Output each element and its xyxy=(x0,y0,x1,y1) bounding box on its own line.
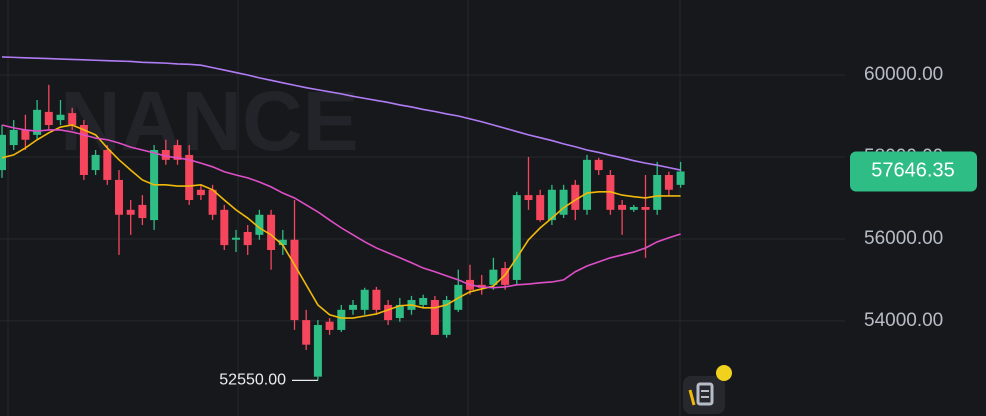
current-price-tag: 57646.35 xyxy=(850,151,977,192)
price-tag-label: 57646.35 xyxy=(871,160,954,182)
candle-body xyxy=(676,171,685,185)
annotation-label: 52550.00 xyxy=(219,372,286,389)
price-tag-bg xyxy=(850,151,977,192)
candle-body xyxy=(337,309,346,330)
moving-average-line xyxy=(1,56,681,171)
y-tick-label: 54000.00 xyxy=(864,310,943,331)
candle-body xyxy=(232,237,240,240)
candle-body xyxy=(372,289,381,310)
candle-body xyxy=(126,209,135,215)
vertical-grid xyxy=(7,0,681,416)
candle-body xyxy=(313,325,322,377)
candle-body xyxy=(501,268,510,285)
chart-tool-button[interactable] xyxy=(683,365,732,414)
candle-body xyxy=(138,204,147,219)
candle-body xyxy=(419,297,428,305)
tool-icon-accent xyxy=(688,389,696,406)
candle-body xyxy=(618,204,627,210)
candle-body xyxy=(489,269,498,285)
candle-body xyxy=(653,175,662,210)
candle-body xyxy=(44,111,53,126)
candle-body xyxy=(594,159,603,171)
y-tick-label: 60000.00 xyxy=(864,64,943,85)
candle-body xyxy=(9,129,18,146)
candle-body xyxy=(79,125,88,176)
y-tick-label: 56000.00 xyxy=(864,228,943,249)
candle-body xyxy=(512,195,521,280)
candle-body xyxy=(56,114,65,121)
tool-icon xyxy=(696,382,714,406)
candle-body xyxy=(325,321,334,330)
candle-body xyxy=(196,189,205,196)
candle-body xyxy=(349,304,357,310)
candle-body xyxy=(208,189,217,215)
moving-average-line xyxy=(1,124,681,289)
candle-body xyxy=(559,189,568,215)
candle-body xyxy=(641,206,650,210)
candle-body xyxy=(103,150,112,180)
grid xyxy=(0,74,845,322)
notification-dot xyxy=(716,365,732,381)
candle-body xyxy=(571,184,580,210)
candle-body xyxy=(442,300,451,335)
candle-body xyxy=(243,231,252,246)
candle-body xyxy=(629,206,638,210)
candle-body xyxy=(0,134,6,171)
candle-body xyxy=(302,320,311,345)
candle-body xyxy=(185,154,194,201)
candle-body xyxy=(583,159,591,210)
candle-body xyxy=(91,154,100,171)
candle-body xyxy=(173,145,182,160)
moving-averages xyxy=(1,56,681,319)
candle-body xyxy=(255,214,264,235)
candle-body xyxy=(664,175,673,190)
candle-body xyxy=(21,129,30,140)
candle-body xyxy=(290,239,299,321)
candle-body xyxy=(395,304,404,319)
candle-body xyxy=(430,300,439,335)
candle-body xyxy=(33,109,42,135)
annotation: 52550.00 xyxy=(219,372,318,389)
candle-body xyxy=(161,150,170,160)
candle-body xyxy=(524,195,533,201)
candle-body xyxy=(68,113,77,126)
candle-body xyxy=(220,209,229,246)
candle-body xyxy=(360,289,369,310)
candle-body xyxy=(115,179,123,215)
moving-average-line xyxy=(1,124,681,319)
tool-button-bg[interactable] xyxy=(683,376,725,414)
candle-body xyxy=(536,195,545,221)
candle-body xyxy=(278,239,287,246)
candle-body xyxy=(547,189,556,221)
y-tick-label: 62000.00 xyxy=(864,0,943,3)
candle-body xyxy=(384,304,393,321)
candle-body xyxy=(267,214,276,251)
